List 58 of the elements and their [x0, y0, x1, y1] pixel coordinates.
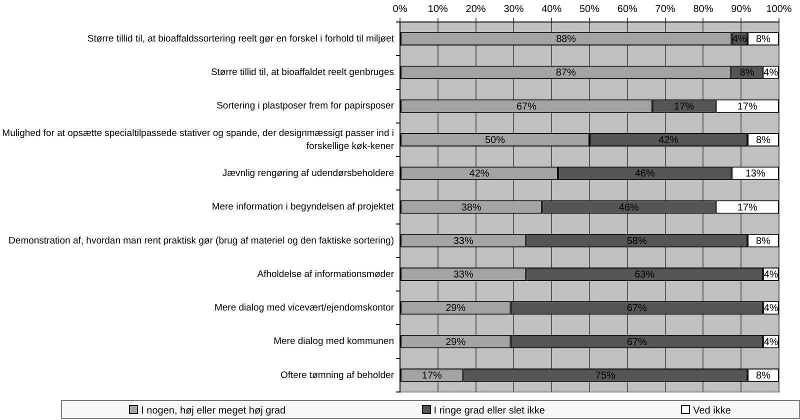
x-tick-label: 40%	[542, 4, 562, 15]
legend-label: I nogen, høj eller meget høj grad	[141, 405, 286, 416]
x-tick-label: 0%	[392, 4, 408, 15]
data-label: 29%	[446, 303, 466, 314]
data-label: 8%	[740, 68, 754, 79]
data-label: 17%	[737, 101, 758, 112]
data-label: 4%	[764, 303, 778, 314]
data-label: 58%	[626, 236, 647, 247]
y-tick-label: Større tillid til, at bioaffaldet reelt genbruges	[210, 67, 394, 78]
data-label: 8%	[756, 134, 771, 146]
data-label: 33%	[453, 236, 474, 247]
data-label: 46%	[634, 168, 655, 180]
y-tick-label: Mere dialog med vicevært/ejendomskontor	[214, 302, 394, 314]
y-tick-label: Mere information i begyndelsen af projektet	[212, 202, 394, 213]
data-label: 42%	[469, 168, 490, 180]
data-label: 17%	[674, 101, 694, 112]
y-tick-label: Større tillid til, at bioaffaldssortering reelt gør en forskel i forhold til miljøet	[87, 33, 394, 44]
data-label: 38%	[461, 202, 482, 214]
data-label: 17%	[422, 370, 442, 382]
data-label: 87%	[556, 68, 576, 79]
y-tick-label: Demonstration af, hvordan man rent praktisk gør (brug af materiel og den faktiske sortering)	[8, 235, 394, 246]
y-tick-label: Afholdelse af informationsmøder	[257, 268, 394, 280]
data-label: 46%	[618, 202, 640, 214]
data-label: 4%	[764, 336, 778, 348]
data-label: 29%	[446, 336, 466, 348]
x-tick-label: 100%	[766, 4, 792, 15]
legend-label: I ringe grad eller slet ikke	[434, 405, 546, 416]
x-tick-label: 50%	[579, 4, 600, 15]
x-tick-label: 60%	[617, 4, 638, 15]
y-tick-label: Mulighed for at opsætte specialtilpassede stativer og spande, der designmæssigt passer ind i forskellige køk-kener	[2, 128, 394, 152]
x-tick-label: 90%	[731, 4, 752, 15]
data-label: 67%	[626, 336, 647, 348]
data-label: 75%	[595, 370, 616, 382]
data-label: 50%	[484, 134, 506, 146]
data-label: 88%	[556, 34, 576, 46]
data-label: 4%	[764, 68, 778, 79]
data-label: 4%	[732, 34, 747, 46]
data-label: 13%	[745, 168, 766, 180]
x-tick-label: 20%	[466, 4, 486, 15]
data-label: 67%	[626, 303, 647, 314]
x-tick-label: 30%	[504, 4, 524, 15]
data-label: 17%	[737, 202, 758, 214]
x-tick-label: 70%	[655, 4, 676, 15]
data-label: 33%	[453, 270, 474, 281]
y-tick-label: Sortering i plastposer frem for papirsposer	[216, 100, 394, 112]
data-label: 8%	[756, 236, 771, 247]
x-tick-label: 10%	[428, 4, 448, 15]
data-label: 8%	[756, 370, 771, 382]
y-tick-label: Mere dialog med kommunen	[274, 336, 394, 348]
y-tick-label: Oftere tømning af beholder	[280, 370, 394, 381]
x-tick-label: 80%	[693, 4, 714, 15]
data-label: 4%	[764, 270, 778, 281]
data-label: 42%	[658, 134, 679, 146]
legend-label: Ved ikke	[693, 405, 732, 416]
data-label: 8%	[756, 34, 771, 46]
data-label: 63%	[634, 270, 655, 281]
data-label: 67%	[516, 101, 537, 112]
y-tick-label: Jævnlig rengøring af udendørsbeholdere	[222, 168, 394, 179]
